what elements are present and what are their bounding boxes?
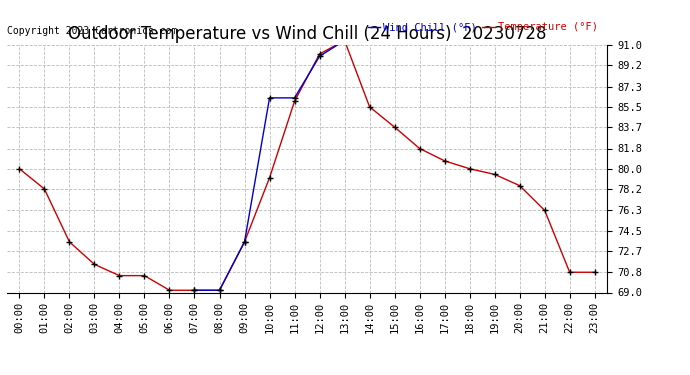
Title: Outdoor Temperature vs Wind Chill (24 Hours)  20230728: Outdoor Temperature vs Wind Chill (24 Ho… bbox=[68, 26, 546, 44]
Legend: Wind Chill (°F), Temperature (°F): Wind Chill (°F), Temperature (°F) bbox=[364, 18, 602, 36]
Text: Copyright 2023 Cartronics.com: Copyright 2023 Cartronics.com bbox=[7, 26, 177, 36]
